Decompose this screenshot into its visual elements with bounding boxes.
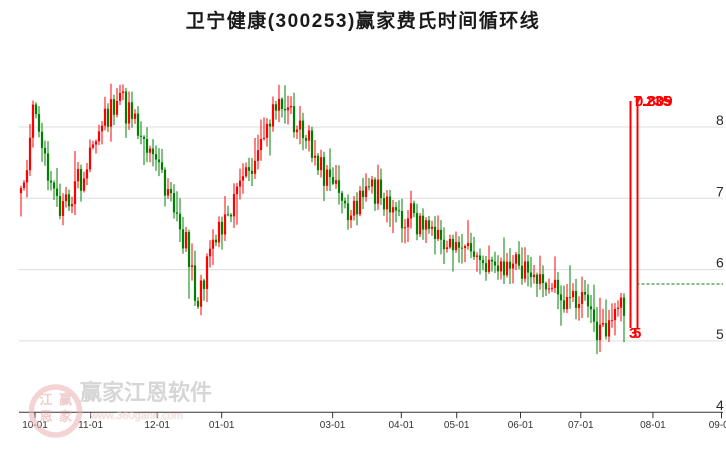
svg-text:www.360gann.com: www.360gann.com bbox=[89, 410, 183, 422]
svg-text:7.235: 7.235 bbox=[634, 93, 672, 110]
svg-text:09-01: 09-01 bbox=[709, 420, 726, 431]
svg-text:08-01: 08-01 bbox=[640, 420, 666, 431]
svg-text:07-01: 07-01 bbox=[568, 420, 594, 431]
svg-text:8: 8 bbox=[716, 112, 724, 128]
svg-text:赢家江恩软件: 赢家江恩软件 bbox=[80, 380, 212, 405]
svg-text:赢: 赢 bbox=[59, 392, 72, 407]
svg-text:7: 7 bbox=[716, 183, 724, 199]
svg-text:家: 家 bbox=[59, 409, 73, 424]
svg-text:5: 5 bbox=[633, 325, 641, 342]
svg-text:05-01: 05-01 bbox=[444, 420, 470, 431]
svg-text:03-01: 03-01 bbox=[320, 420, 346, 431]
svg-text:01-01: 01-01 bbox=[209, 420, 235, 431]
svg-text:04-01: 04-01 bbox=[389, 420, 415, 431]
svg-text:恩: 恩 bbox=[39, 409, 52, 424]
svg-text:06-01: 06-01 bbox=[508, 420, 534, 431]
svg-text:5: 5 bbox=[716, 326, 724, 342]
svg-text:江: 江 bbox=[39, 392, 52, 407]
svg-text:4: 4 bbox=[716, 397, 724, 413]
svg-text:6: 6 bbox=[716, 255, 724, 271]
